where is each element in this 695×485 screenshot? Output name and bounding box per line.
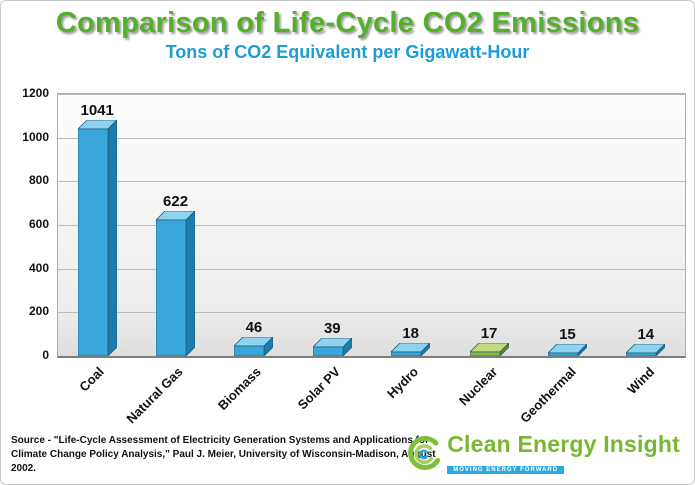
bar-value-label: 46 xyxy=(245,319,263,336)
x-axis-labels: Coal Natural Gas Biomass Solar PV Hydro Nucle… xyxy=(57,358,686,442)
x-tick-label: Nuclear xyxy=(455,364,501,409)
source-citation: Source - "Life-Cycle Assessment of Elect… xyxy=(11,434,441,476)
x-tick-slot: Geothermal xyxy=(517,358,608,442)
y-tick-label: 1200 xyxy=(22,86,49,100)
x-tick-slot: Wind xyxy=(607,358,686,442)
bar xyxy=(312,338,352,356)
y-tick-label: 400 xyxy=(28,260,49,275)
bar-slot: 15 xyxy=(528,326,606,356)
bar-slot: 46 xyxy=(215,319,293,356)
logo: Clean Energy Insight MOVING ENERGY FORWA… xyxy=(404,431,680,476)
x-tick-label: Wind xyxy=(624,364,658,397)
source-line-2: Climate Change Policy Analysis," Paul J.… xyxy=(11,449,436,474)
bar-value-label: 18 xyxy=(402,325,420,342)
bar-value-label: 39 xyxy=(323,320,341,337)
gridline xyxy=(58,94,685,95)
chart-region: 0 200 400 600 800 1000 1200 1041 622 46 39 18 17 15 1… xyxy=(9,86,686,442)
y-tick-label: 200 xyxy=(28,304,49,319)
x-tick-label: Biomass xyxy=(215,364,265,413)
bar-value-label: 15 xyxy=(559,326,576,343)
bar-slot: 14 xyxy=(607,326,685,356)
logo-name: Clean Energy Insight xyxy=(447,431,680,457)
plot-area: 1041 622 46 39 18 17 15 14 xyxy=(57,93,686,358)
x-tick-label: Solar PV xyxy=(294,364,343,413)
chart-subtitle: Tons of CO2 Equivalent per Gigawatt-Hour xyxy=(165,42,530,62)
bar-slot: 622 xyxy=(136,193,214,356)
y-axis: 0 200 400 600 800 1000 1200 xyxy=(9,86,57,362)
gridline xyxy=(58,137,685,139)
bar-value-label: 14 xyxy=(637,326,655,343)
logo-swirl-icon xyxy=(408,435,441,470)
y-tick-label: 600 xyxy=(28,217,49,231)
bar xyxy=(391,343,431,356)
x-tick-slot: Biomass xyxy=(214,358,293,442)
bar-value-label: 17 xyxy=(480,325,498,342)
chart-title: Comparison of Life-Cycle CO2 Emissions xyxy=(55,7,640,39)
bar-slot: 17 xyxy=(450,325,528,356)
x-tick-slot: Solar PV xyxy=(293,358,372,442)
x-tick-label: Coal xyxy=(76,364,107,395)
bar xyxy=(469,343,509,356)
x-tick-label: Hydro xyxy=(384,364,422,402)
bar xyxy=(547,344,587,356)
bar xyxy=(156,211,196,356)
x-tick-slot: Natural Gas xyxy=(123,358,215,442)
x-tick-slot: Hydro xyxy=(372,358,451,442)
gridline xyxy=(58,268,685,270)
y-tick-label: 0 xyxy=(42,348,49,362)
bar xyxy=(626,344,666,356)
y-tick-label: 1000 xyxy=(22,129,49,144)
bar xyxy=(77,120,117,356)
gridline xyxy=(58,181,685,183)
source-line-1: Source - "Life-Cycle Assessment of Elect… xyxy=(11,435,430,446)
bar-value-label: 622 xyxy=(163,193,189,210)
y-tick-label: 800 xyxy=(28,173,49,188)
bar-slot: 1041 xyxy=(58,102,136,356)
bar-slot: 39 xyxy=(293,320,371,356)
gridline xyxy=(58,312,685,314)
bar-value-label: 1041 xyxy=(80,102,114,119)
logo-text-block: Clean Energy Insight MOVING ENERGY FORWA… xyxy=(447,431,680,476)
bar xyxy=(234,337,274,356)
bars-row: 1041 622 46 39 18 17 15 14 xyxy=(58,94,685,356)
gridline xyxy=(58,225,685,226)
bar-slot: 18 xyxy=(372,325,450,356)
logo-tagline: MOVING ENERGY FORWARD xyxy=(447,466,565,474)
x-tick-slot: Nuclear xyxy=(450,358,529,442)
x-tick-slot: Coal xyxy=(57,358,136,442)
